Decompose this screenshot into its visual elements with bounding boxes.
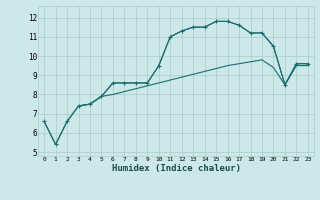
X-axis label: Humidex (Indice chaleur): Humidex (Indice chaleur) <box>111 164 241 173</box>
